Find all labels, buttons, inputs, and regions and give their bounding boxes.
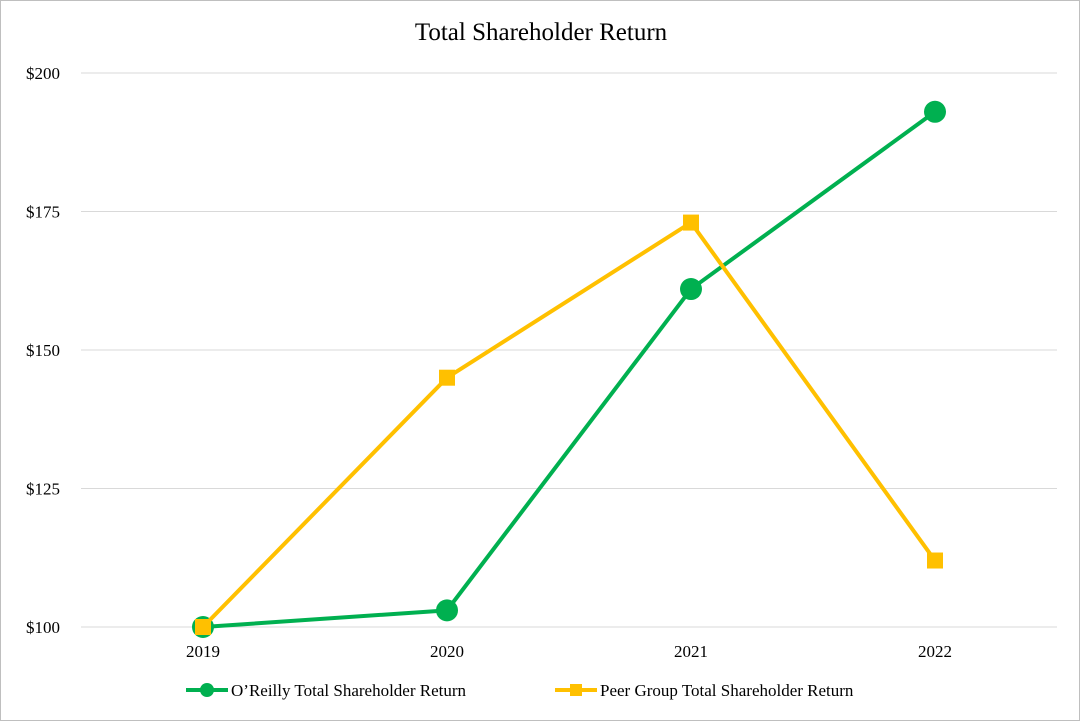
gridlines xyxy=(81,72,1057,628)
data-point xyxy=(927,552,943,569)
legend: O’Reilly Total Shareholder Return Peer Gr… xyxy=(186,681,854,700)
x-axis-ticks: 2019 2020 2021 2022 xyxy=(186,642,952,661)
series-line xyxy=(201,220,937,629)
legend-item: Peer Group Total Shareholder Return xyxy=(555,681,854,700)
y-axis-ticks: $100 $125 $150 $175 $200 xyxy=(26,64,60,637)
legend-item: O’Reilly Total Shareholder Return xyxy=(186,681,467,700)
y-tick-label: $200 xyxy=(26,64,60,83)
data-point xyxy=(436,599,458,622)
legend-label: O’Reilly Total Shareholder Return xyxy=(231,681,467,700)
y-tick-label: $175 xyxy=(26,203,60,222)
series-line xyxy=(201,109,937,629)
series-1 xyxy=(192,100,946,638)
y-tick-label: $150 xyxy=(26,341,60,360)
x-tick-label: 2019 xyxy=(186,642,220,661)
series-2 xyxy=(195,214,943,635)
data-point xyxy=(683,214,699,231)
data-point xyxy=(439,369,455,386)
chart-title: Total Shareholder Return xyxy=(415,19,668,46)
legend-marker xyxy=(200,683,214,697)
data-point xyxy=(680,278,702,301)
data-point xyxy=(195,619,211,635)
y-tick-label: $100 xyxy=(26,618,60,637)
legend-marker xyxy=(570,684,582,696)
x-tick-label: 2022 xyxy=(918,642,952,661)
y-tick-label: $125 xyxy=(26,480,60,499)
data-point xyxy=(924,100,946,123)
x-tick-label: 2021 xyxy=(674,642,708,661)
legend-label: Peer Group Total Shareholder Return xyxy=(600,681,854,700)
x-tick-label: 2020 xyxy=(430,642,464,661)
series-layer xyxy=(192,100,946,638)
